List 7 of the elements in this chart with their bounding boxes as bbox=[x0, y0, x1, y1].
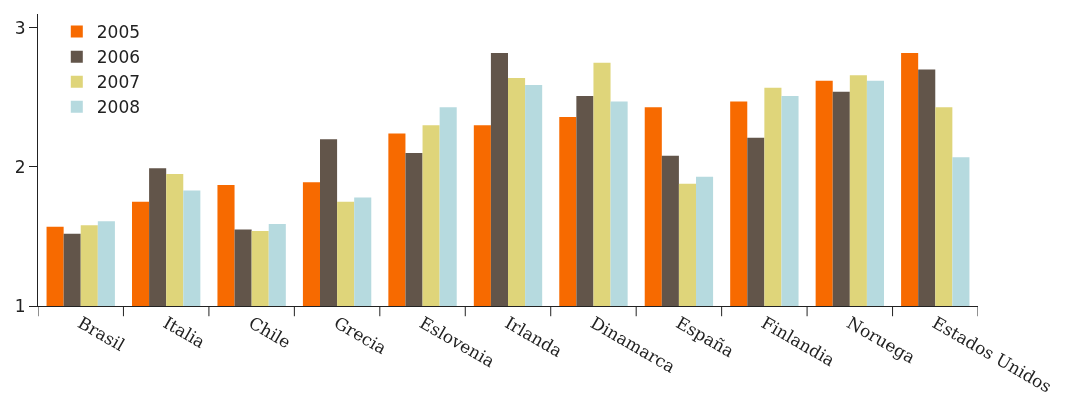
y-tick-label: 2 bbox=[14, 156, 26, 177]
legend-label: 2008 bbox=[96, 97, 141, 118]
legend-label: 2007 bbox=[96, 72, 141, 93]
y-tick-label: 1 bbox=[14, 295, 26, 316]
legend-label: 2005 bbox=[96, 22, 141, 43]
y-tick-label: 3 bbox=[14, 17, 26, 38]
legend-label: 2006 bbox=[96, 47, 141, 68]
